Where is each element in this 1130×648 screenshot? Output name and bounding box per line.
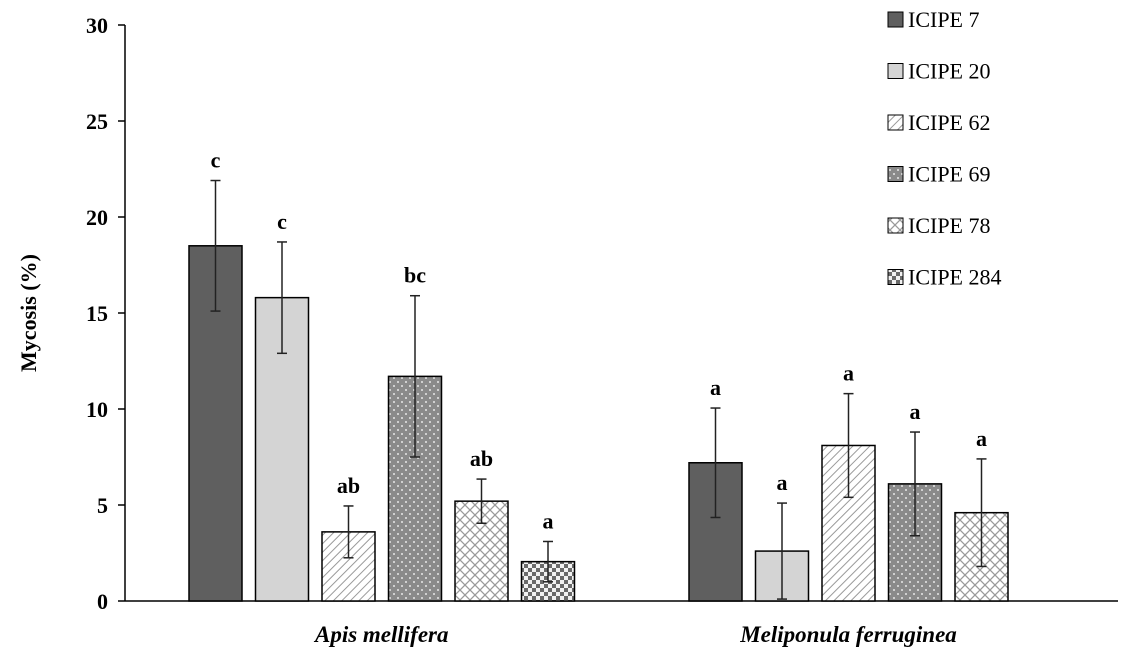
y-tick-label: 5 bbox=[97, 493, 108, 518]
y-axis-title: Mycosis (%) bbox=[16, 254, 41, 372]
legend-item: ICIPE 78 bbox=[887, 213, 991, 238]
legend-swatch bbox=[887, 63, 904, 79]
significance-label: a bbox=[777, 470, 788, 495]
legend-label: ICIPE 69 bbox=[908, 162, 991, 187]
legend-label: ICIPE 284 bbox=[908, 265, 1002, 290]
legend-swatch bbox=[887, 217, 904, 234]
legend-item: ICIPE 62 bbox=[887, 110, 991, 135]
legend-label: ICIPE 7 bbox=[908, 7, 980, 32]
significance-label: bc bbox=[404, 263, 426, 288]
legend-label: ICIPE 62 bbox=[908, 110, 991, 135]
significance-label: a bbox=[843, 361, 854, 386]
legend-item: ICIPE 20 bbox=[887, 59, 991, 84]
y-tick-label: 0 bbox=[97, 589, 108, 614]
legend-item: ICIPE 7 bbox=[887, 7, 980, 32]
significance-label: ab bbox=[470, 446, 493, 471]
legend-swatch bbox=[887, 166, 904, 182]
significance-label: a bbox=[910, 399, 921, 424]
y-tick-label: 20 bbox=[86, 205, 108, 230]
legend-item: ICIPE 69 bbox=[887, 162, 991, 187]
x-category-label: Apis mellifera bbox=[313, 622, 449, 647]
significance-label: ab bbox=[337, 473, 360, 498]
significance-label: a bbox=[710, 375, 721, 400]
significance-label: a bbox=[543, 508, 554, 533]
y-tick-label: 25 bbox=[86, 109, 108, 134]
significance-label: c bbox=[211, 148, 221, 173]
axes: 0 5 10 15 20 25 30 Mycosis (%) bbox=[16, 13, 1118, 614]
legend-swatch bbox=[887, 11, 904, 28]
legend: ICIPE 7 ICIPE 20 ICIPE 62 ICIPE 69 ICIPE 78 I… bbox=[887, 7, 1002, 290]
legend-swatch bbox=[887, 114, 904, 131]
legend-label: ICIPE 20 bbox=[908, 59, 991, 84]
labels: c c ab bc ab a Apis mellifera a a a a a Meliponula f… bbox=[211, 148, 987, 647]
significance-label: a bbox=[976, 426, 987, 451]
legend-swatch bbox=[887, 269, 904, 285]
bars bbox=[188, 179, 1009, 602]
y-tick-label: 15 bbox=[86, 301, 108, 326]
x-category-label: Meliponula ferruginea bbox=[739, 622, 957, 647]
significance-label: c bbox=[277, 209, 287, 234]
legend-item: ICIPE 284 bbox=[887, 265, 1002, 290]
y-tick-label: 10 bbox=[86, 397, 108, 422]
y-tick-label: 30 bbox=[86, 13, 108, 38]
legend-label: ICIPE 78 bbox=[908, 213, 991, 238]
